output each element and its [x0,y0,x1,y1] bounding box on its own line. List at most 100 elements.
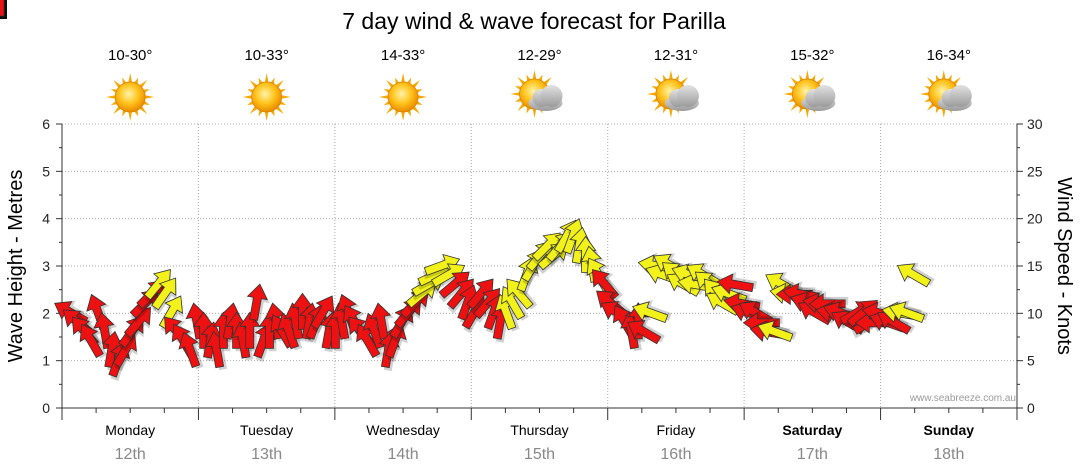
right-tick-label: 30 [1027,116,1043,132]
cloud-puff [540,85,563,107]
sun-ray [412,80,421,88]
day-name: Wednesday [366,422,440,438]
sun-ray [662,107,667,114]
left-tick-label: 0 [42,400,50,416]
sun-ray [395,77,400,84]
sun-ray [383,101,391,106]
sun-ray [532,70,537,80]
sun-ray [543,77,552,85]
sun-ray [279,101,287,106]
sun-ray [279,88,287,93]
wind-arrow-shape [246,283,268,321]
right-tick-label: 20 [1027,211,1043,227]
day-date: 14th [388,446,419,463]
left-tick-label: 2 [42,305,50,321]
sun-ray [919,92,929,96]
sun-ray [805,108,810,118]
sun-ray [247,88,254,93]
sun-ray [926,77,935,85]
sun-icon [106,73,155,121]
sun-ray [924,85,931,90]
sun-ray [674,74,679,81]
sun-ray [953,77,961,85]
wind-arrow-shape [79,323,104,359]
sun-icon [379,73,428,121]
sun-ray [653,77,662,85]
sun-ray [258,110,263,117]
day-date: 16th [660,446,691,463]
temperature-range: 12-31° [654,47,698,64]
temperature-range: 16-34° [927,47,971,64]
left-tick-label: 5 [42,163,50,179]
sun-ray [515,85,522,90]
sun-ray [264,111,269,121]
watermark: www.seabreeze.com.au [909,393,1016,404]
sun-ray [379,95,389,99]
wind-arrow-shape [757,320,794,343]
temperature-range: 10-33° [244,47,288,64]
sun-ray [799,107,804,114]
sun-ray [662,74,667,81]
day-date: 13th [251,446,282,463]
wind-arrow [79,323,108,359]
sun-ray [134,77,139,84]
sun-ray [416,88,423,93]
wind-arrow [0,0,7,19]
day-columns: 10-30° Monday 12th 10-33° Tuesday 13th 14-33° W… [105,47,974,463]
wind-arrow [310,295,335,334]
sun-ray [790,77,799,85]
sun-ray [417,95,428,99]
day-name: Sunday [923,422,974,438]
sun-ray [247,101,254,106]
cloud-icon [664,85,699,111]
day-name: Friday [656,422,695,438]
sun-ray [517,77,526,85]
sun-ray [407,77,412,84]
right-tick-label: 5 [1027,353,1035,369]
wind-arrow [888,300,929,324]
cloud-puff [676,85,699,107]
wind-arrow [631,300,672,324]
sun-ray [407,110,412,117]
sun-ray [110,88,118,93]
sun-ray [787,85,795,90]
sun-icon [242,73,291,121]
sun-ray [281,95,291,99]
sun-ray [646,92,657,96]
sun-ray [401,73,405,83]
sun-ray [538,74,543,81]
sun-ray [242,95,252,99]
wind-arrow-shape [716,273,754,295]
sun-ray [113,106,121,114]
right-tick-label: 0 [1027,400,1035,416]
sun-ray [941,108,946,118]
sun-ray [811,74,816,81]
sun-ray [122,77,127,84]
day-name: Monday [105,422,155,438]
sun-ray [275,80,284,88]
partly-cloudy-icon [783,70,836,118]
sun-ray [143,101,150,106]
sun-ray [386,80,394,88]
sun-ray [947,74,952,81]
day-name: Tuesday [240,422,293,438]
cloud-puff [813,85,836,107]
sun-ray [935,107,940,114]
sun-ray [128,73,133,83]
right-tick-label: 10 [1027,305,1043,321]
cloud-puff [949,85,972,107]
sun-ray [532,108,537,118]
sun-ray [935,74,940,81]
wind-arrow [626,319,665,345]
wind-arrow-shape [0,0,5,17]
sun-ray [924,98,931,103]
sun-disc [251,81,283,113]
temperature-range: 10-30° [108,47,152,64]
sun-ray [816,77,825,85]
sun-ray [128,111,133,121]
cloud-icon [937,85,972,111]
wind-arrow [178,331,204,370]
left-tick-label: 4 [42,211,50,227]
day-column-monday: 10-30° Monday 12th [105,47,155,463]
day-date: 12th [115,446,146,463]
